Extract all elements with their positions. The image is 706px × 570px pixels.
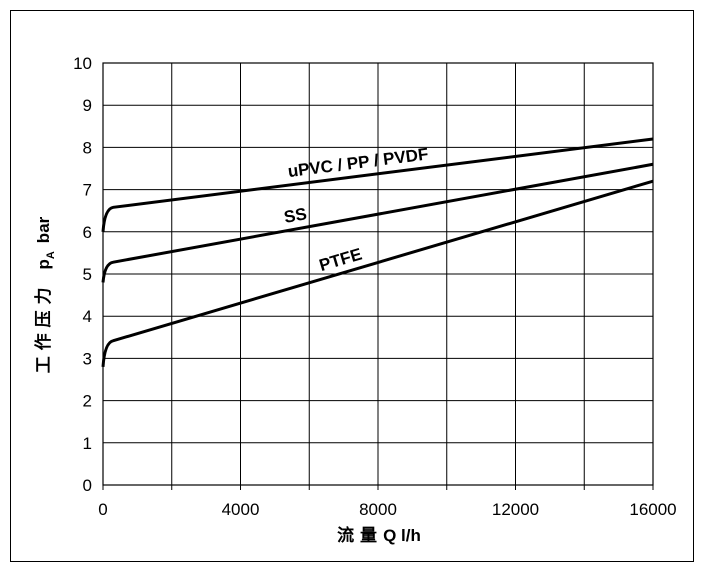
y-tick-label: 1 [83, 434, 92, 453]
x-axis-title-prefix: 流 量 [337, 525, 377, 546]
y-tick-label: 6 [83, 223, 92, 242]
y-tick-labels: 0 1 2 3 4 5 6 7 8 9 10 [73, 54, 92, 495]
y-axis-title: 工 作 压 力 pAbar [33, 216, 57, 373]
chart-frame [10, 10, 694, 562]
x-tick-labels: 0 4000 8000 12000 16000 [98, 500, 676, 519]
y-tick-label: 5 [83, 265, 92, 284]
x-tick-label: 4000 [222, 500, 260, 519]
series-line-2 [101, 179, 654, 367]
y-tick-label: 4 [83, 307, 92, 326]
y-tick-label: 8 [83, 138, 92, 157]
x-tick-label: 16000 [629, 500, 676, 519]
y-tick-label: 9 [83, 96, 92, 115]
series-lines [101, 137, 654, 367]
series-label-1: SS [283, 204, 309, 227]
y-tick-label: 0 [83, 476, 92, 495]
y-axis-title-prefix: 工 作 压 力 [33, 288, 54, 374]
y-tick-label: 3 [83, 349, 92, 368]
x-tick-label: 12000 [492, 500, 539, 519]
y-axis-title-unit: bar [34, 216, 53, 243]
y-tick-label: 7 [83, 181, 92, 200]
series-line-0 [101, 137, 654, 232]
y-axis-title-subscript: A [45, 251, 57, 259]
y-axis-title-symbol: p [34, 259, 53, 269]
x-axis-title-unit: Q l/h [383, 526, 421, 545]
x-tick-label: 8000 [359, 500, 397, 519]
x-axis-title: 流 量 Q l/h [337, 525, 421, 546]
y-tick-label: 10 [73, 54, 92, 73]
series-label-2: PTFE [317, 245, 364, 276]
x-tick-label: 0 [98, 500, 107, 519]
series-line-1 [101, 162, 654, 283]
grid [102, 62, 654, 486]
y-tick-label: 2 [83, 392, 92, 411]
